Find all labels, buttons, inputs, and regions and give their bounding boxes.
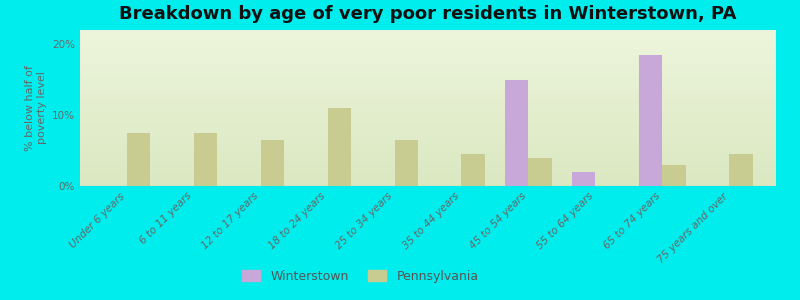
Bar [394,140,418,186]
Legend: Winterstown, Pennsylvania: Winterstown, Pennsylvania [237,265,483,288]
Bar [261,140,284,186]
Bar [505,80,528,186]
Bar [572,172,595,186]
Bar [639,55,662,186]
Bar [127,133,150,186]
Bar [729,154,753,186]
Bar [528,158,552,186]
Title: Breakdown by age of very poor residents in Winterstown, PA: Breakdown by age of very poor residents … [119,5,737,23]
Bar [194,133,217,186]
Bar [328,108,351,186]
Bar [662,165,686,186]
Y-axis label: % below half of
poverty level: % below half of poverty level [25,65,46,151]
Bar [462,154,485,186]
